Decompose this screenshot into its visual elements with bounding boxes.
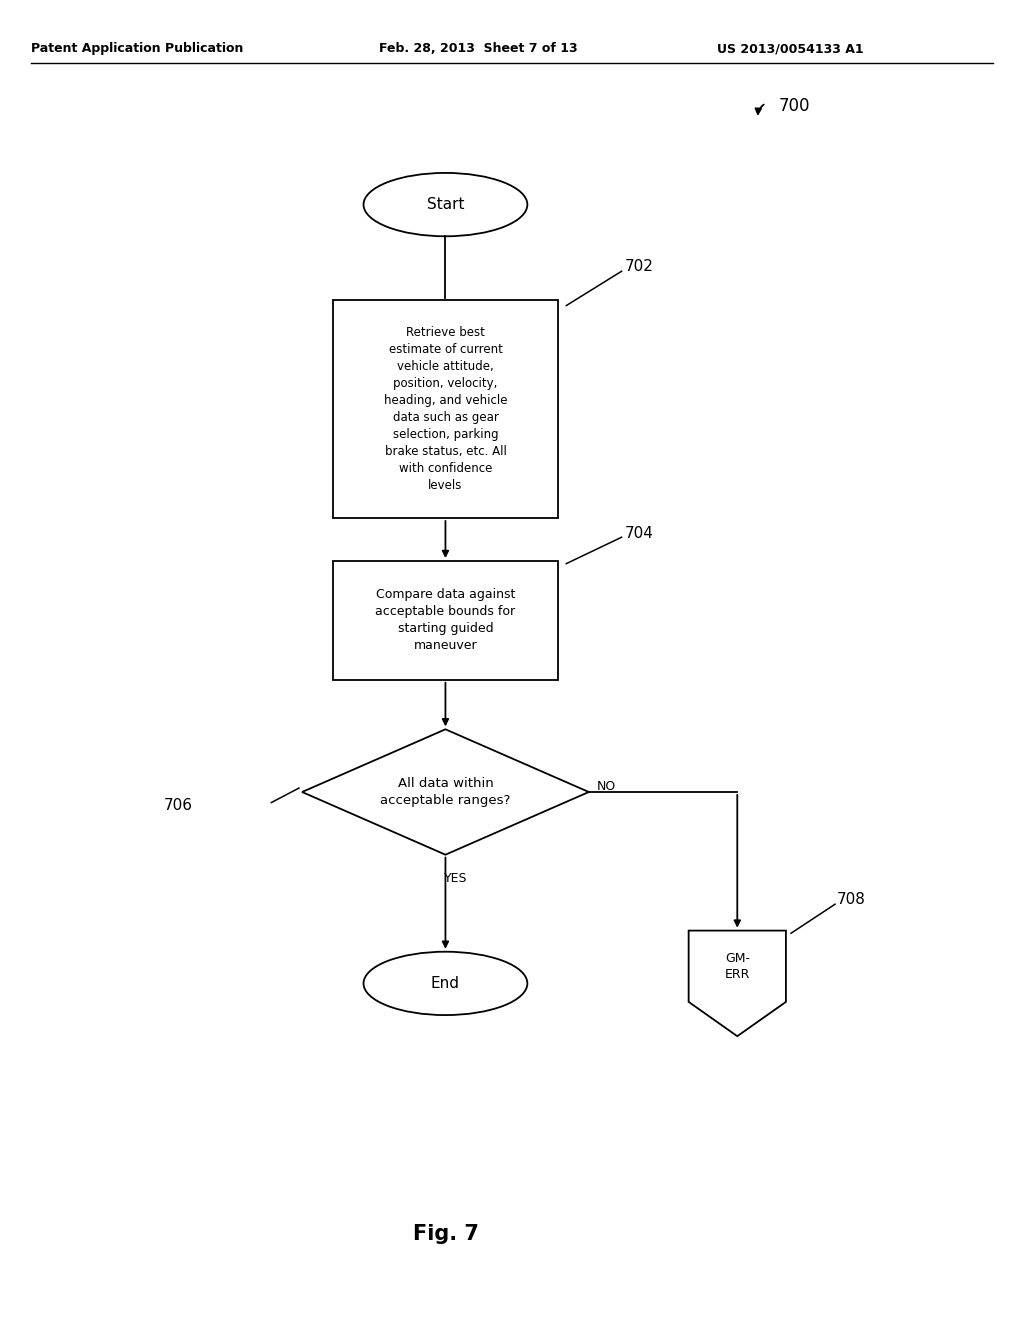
Text: NO: NO — [597, 780, 616, 793]
Text: US 2013/0054133 A1: US 2013/0054133 A1 — [717, 42, 863, 55]
Text: 706: 706 — [164, 797, 193, 813]
Text: Compare data against
acceptable bounds for
starting guided
maneuver: Compare data against acceptable bounds f… — [376, 589, 515, 652]
Text: YES: YES — [444, 871, 467, 884]
Polygon shape — [302, 729, 589, 855]
Bar — [333, 561, 558, 680]
Text: 702: 702 — [625, 259, 653, 275]
Ellipse shape — [364, 952, 527, 1015]
Text: All data within
acceptable ranges?: All data within acceptable ranges? — [380, 777, 511, 807]
Text: End: End — [431, 975, 460, 991]
Text: Feb. 28, 2013  Sheet 7 of 13: Feb. 28, 2013 Sheet 7 of 13 — [379, 42, 578, 55]
Text: GM-
ERR: GM- ERR — [725, 952, 750, 981]
Text: 704: 704 — [625, 527, 653, 541]
Text: Patent Application Publication: Patent Application Publication — [31, 42, 243, 55]
Ellipse shape — [364, 173, 527, 236]
Text: Fig. 7: Fig. 7 — [413, 1224, 478, 1245]
Text: Retrieve best
estimate of current
vehicle attitude,
position, velocity,
heading,: Retrieve best estimate of current vehicl… — [384, 326, 507, 492]
Bar — [333, 301, 558, 519]
Text: 700: 700 — [778, 96, 810, 115]
Text: 708: 708 — [838, 892, 866, 907]
Text: Start: Start — [427, 197, 464, 213]
Polygon shape — [688, 931, 786, 1036]
